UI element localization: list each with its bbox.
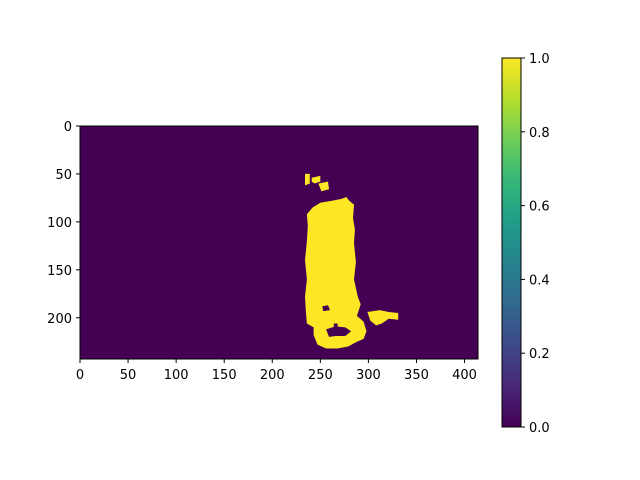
y-tick-label-100: 100 [47,216,72,231]
x-tick-label-150: 150 [212,368,237,383]
x-tick-label-50: 50 [120,368,137,383]
y-tick-label-50: 50 [55,168,72,183]
colorbar: 0.0 0.2 0.4 0.6 0.8 1.0 [501,52,550,436]
mask-region-right-blob [367,310,399,326]
x-tick-label-250: 250 [308,368,333,383]
y-axis: 0 50 100 150 200 [47,120,80,327]
x-tick-label-400: 400 [452,368,477,383]
colorbar-tick-label-1.0: 1.0 [529,52,550,67]
x-axis: 0 50 100 150 200 250 300 350 400 [76,359,477,383]
y-tick-label-150: 150 [47,264,72,279]
colorbar-tick-label-0.2: 0.2 [529,347,550,362]
colorbar-tick-label-0.4: 0.4 [529,273,550,288]
colorbar-tick-label-0.6: 0.6 [529,200,550,215]
mask-hole-2 [322,305,330,312]
mask-hole-3 [333,323,338,328]
mask-region-top-speck-3 [318,181,329,192]
mask-region-top-speck-2 [311,175,321,184]
y-tick-label-200: 200 [47,312,72,327]
colorbar-gradient [501,57,522,428]
colorbar-tick-label-0.0: 0.0 [529,421,550,436]
background-region [80,126,478,359]
x-tick-label-350: 350 [404,368,429,383]
x-tick-label-100: 100 [164,368,189,383]
axes-frame [79,125,479,360]
mask-hole-1 [326,326,352,337]
colorbar-tick-label-0.8: 0.8 [529,126,550,141]
x-tick-label-300: 300 [356,368,381,383]
x-tick-label-0: 0 [76,368,84,383]
mask-region-top-speck-1 [305,173,310,186]
y-tick-label-0: 0 [64,120,72,135]
mask-region-main-body [305,197,367,349]
heatmap-image [80,126,478,359]
x-tick-label-200: 200 [260,368,285,383]
